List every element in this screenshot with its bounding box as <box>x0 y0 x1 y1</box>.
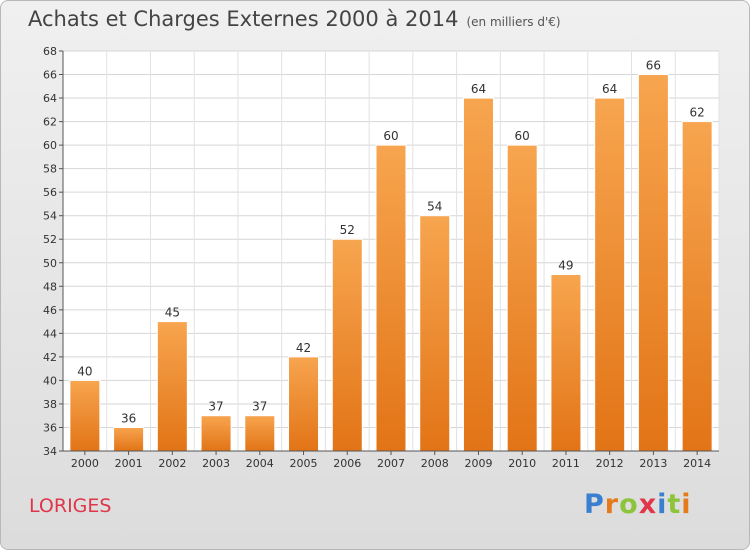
bar-2007 <box>375 144 407 452</box>
logo-letter: x <box>638 489 658 520</box>
bar-2000 <box>69 379 101 452</box>
data-label-2008: 54 <box>427 200 442 214</box>
bar-2011 <box>550 274 582 452</box>
y-tick-label: 58 <box>43 163 57 176</box>
data-label-2011: 49 <box>558 259 573 273</box>
x-tick-label: 2000 <box>71 457 99 470</box>
logo-letter: P <box>584 489 605 520</box>
logo-letter: r <box>604 489 620 520</box>
y-tick-label: 34 <box>43 445 57 458</box>
data-label-2000: 40 <box>77 364 92 378</box>
y-tick-label: 44 <box>43 327 57 340</box>
data-label-2012: 64 <box>602 82 617 96</box>
bar-2003 <box>200 415 232 452</box>
logo-letter: o <box>619 489 639 520</box>
bar-2004 <box>244 415 276 452</box>
y-tick-label: 48 <box>43 280 57 293</box>
logo-letter: t <box>667 489 682 520</box>
y-tick-label: 40 <box>43 374 57 387</box>
x-tick-label: 2001 <box>115 457 143 470</box>
data-label-2004: 37 <box>252 400 267 414</box>
y-tick-label: 64 <box>43 92 57 105</box>
bar-2009 <box>462 97 494 452</box>
bar-2008 <box>419 215 451 452</box>
bar-2001 <box>113 426 145 452</box>
y-tick-label: 60 <box>43 139 57 152</box>
data-label-2009: 64 <box>471 82 486 96</box>
bar-2014 <box>681 121 713 452</box>
y-tick-label: 62 <box>43 116 57 129</box>
y-tick-label: 66 <box>43 69 57 82</box>
commune-name: LORIGES <box>29 495 112 517</box>
x-tick-label: 2005 <box>290 457 318 470</box>
y-tick-label: 56 <box>43 186 57 199</box>
data-label-2001: 36 <box>121 411 136 425</box>
x-tick-label: 2006 <box>333 457 361 470</box>
data-label-2002: 45 <box>165 306 180 320</box>
bar-2013 <box>637 74 669 452</box>
x-tick-label: 2007 <box>377 457 405 470</box>
x-tick-label: 2014 <box>683 457 711 470</box>
y-tick-label: 42 <box>43 351 57 364</box>
logo-letter: i <box>657 489 668 520</box>
x-tick-label: 2010 <box>508 457 536 470</box>
data-label-2014: 62 <box>689 106 704 120</box>
x-tick-label: 2008 <box>421 457 449 470</box>
y-tick-label: 38 <box>43 398 57 411</box>
data-label-2010: 60 <box>515 129 530 143</box>
y-tick-label: 54 <box>43 210 57 223</box>
y-tick-label: 68 <box>43 45 57 58</box>
y-tick-label: 52 <box>43 233 57 246</box>
data-label-2013: 66 <box>646 59 661 73</box>
x-tick-label: 2012 <box>596 457 624 470</box>
bar-2002 <box>156 321 188 452</box>
x-tick-label: 2004 <box>246 457 274 470</box>
bar-2010 <box>506 144 538 452</box>
chart-subtitle: (en milliers d'€) <box>466 15 561 29</box>
bar-2012 <box>594 97 626 452</box>
x-tick-label: 2011 <box>552 457 580 470</box>
y-tick-label: 50 <box>43 257 57 270</box>
bar-2006 <box>331 238 363 452</box>
data-label-2006: 52 <box>340 223 355 237</box>
data-label-2007: 60 <box>383 129 398 143</box>
chart-title: Achats et Charges Externes 2000 à 2014 <box>28 7 459 31</box>
chart-title-block: Achats et Charges Externes 2000 à 2014 (e… <box>28 7 561 31</box>
y-tick-label: 36 <box>43 421 57 434</box>
x-tick-label: 2002 <box>158 457 186 470</box>
proxiti-logo: Proxiti <box>584 489 692 520</box>
data-label-2005: 42 <box>296 341 311 355</box>
x-tick-label: 2003 <box>202 457 230 470</box>
x-tick-label: 2009 <box>464 457 492 470</box>
bar-2005 <box>288 356 320 452</box>
data-label-2003: 37 <box>208 400 223 414</box>
y-tick-label: 46 <box>43 304 57 317</box>
logo-letter: i <box>681 489 692 520</box>
x-tick-label: 2013 <box>639 457 667 470</box>
